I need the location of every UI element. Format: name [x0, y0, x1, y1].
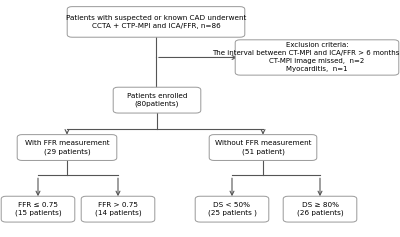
Text: Without FFR measurement
(51 patient): Without FFR measurement (51 patient) [215, 140, 311, 155]
Text: DS < 50%
(25 patients ): DS < 50% (25 patients ) [208, 202, 256, 216]
FancyBboxPatch shape [113, 87, 201, 113]
Text: DS ≥ 80%
(26 patients): DS ≥ 80% (26 patients) [297, 202, 343, 216]
Text: Patients enrolled
(80patients): Patients enrolled (80patients) [127, 93, 187, 107]
Text: FFR ≤ 0.75
(15 patients): FFR ≤ 0.75 (15 patients) [15, 202, 61, 216]
Text: Patients with suspected or known CAD underwent
CCTA + CTP-MPI and ICA/FFR, n=86: Patients with suspected or known CAD und… [66, 15, 246, 29]
FancyBboxPatch shape [195, 196, 269, 222]
FancyBboxPatch shape [235, 40, 399, 75]
FancyBboxPatch shape [67, 7, 245, 37]
FancyBboxPatch shape [209, 135, 317, 160]
FancyBboxPatch shape [1, 196, 75, 222]
FancyBboxPatch shape [81, 196, 155, 222]
Text: With FFR measurement
(29 patients): With FFR measurement (29 patients) [25, 140, 109, 155]
Text: Exclusion criteria:
The interval between CT-MPI and ICA/FFR > 6 months,  n=3
CT-: Exclusion criteria: The interval between… [212, 42, 400, 73]
Text: FFR > 0.75
(14 patients): FFR > 0.75 (14 patients) [95, 202, 141, 216]
FancyBboxPatch shape [17, 135, 117, 160]
FancyBboxPatch shape [283, 196, 357, 222]
